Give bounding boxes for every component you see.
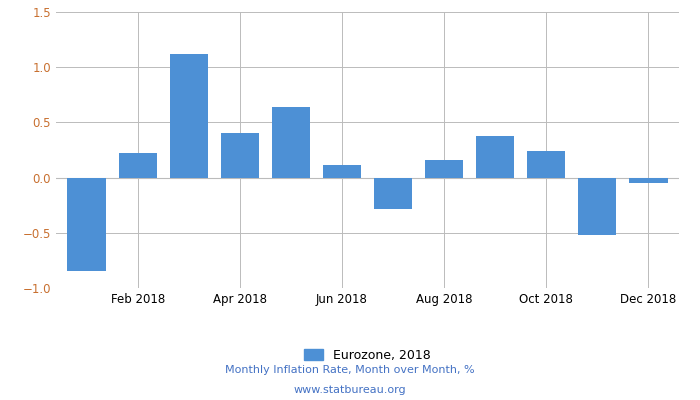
Legend: Eurozone, 2018: Eurozone, 2018 <box>300 344 435 367</box>
Bar <box>527 151 566 178</box>
Text: www.statbureau.org: www.statbureau.org <box>294 385 406 395</box>
Bar <box>67 178 106 272</box>
Bar <box>220 134 259 178</box>
Bar <box>323 166 361 178</box>
Bar <box>425 160 463 178</box>
Bar <box>578 178 617 235</box>
Bar <box>476 136 514 178</box>
Bar <box>272 107 310 178</box>
Bar <box>374 178 412 208</box>
Bar <box>118 153 157 178</box>
Text: Monthly Inflation Rate, Month over Month, %: Monthly Inflation Rate, Month over Month… <box>225 365 475 375</box>
Bar <box>169 54 208 178</box>
Bar <box>629 178 668 183</box>
